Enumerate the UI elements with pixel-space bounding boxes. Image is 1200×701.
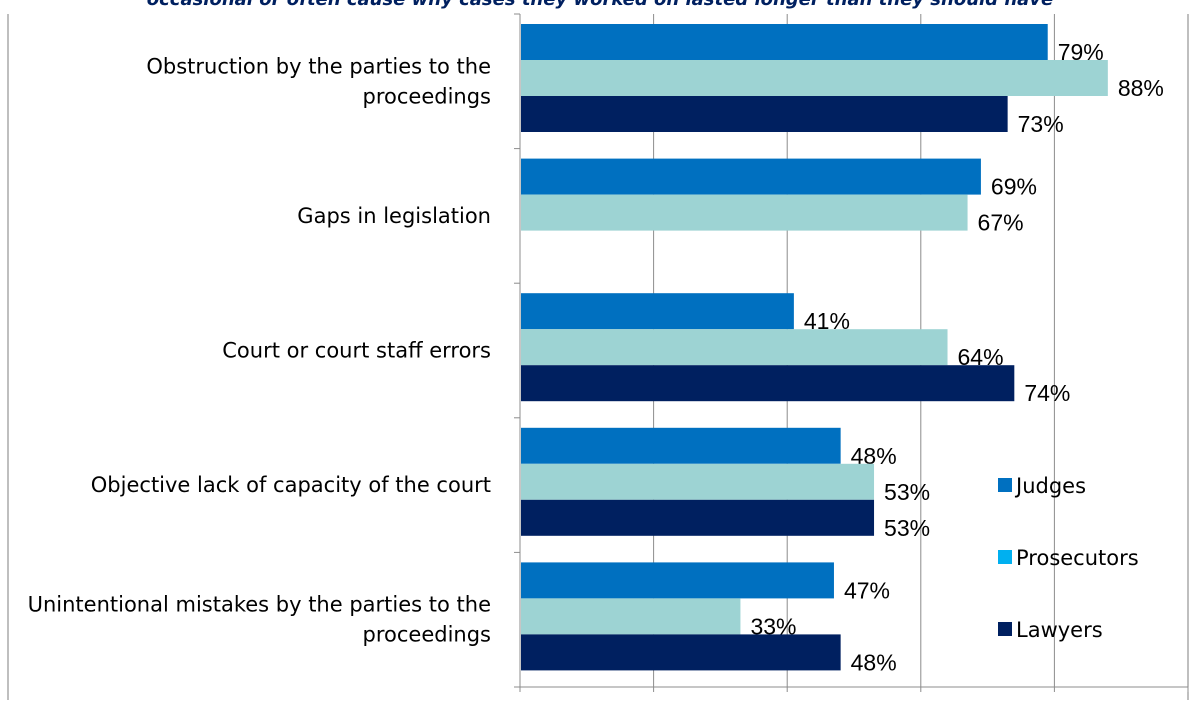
data-label: 53% (884, 479, 930, 505)
legend-label-prosecutors: Prosecutors (1016, 546, 1139, 570)
bar-lawyers (521, 634, 841, 671)
category-label: Obstruction by the parties to the (146, 54, 491, 78)
category-label: proceedings (363, 623, 491, 647)
category-label: Court or court staff errors (222, 339, 491, 363)
bar-judges (521, 427, 841, 464)
category-label: Unintentional mistakes by the parties to… (28, 593, 491, 617)
data-label: 53% (884, 515, 930, 541)
category-label: proceedings (363, 84, 491, 108)
bar-prosecutors (521, 598, 741, 635)
category-label: Objective lack of capacity of the court (91, 473, 491, 497)
data-label: 67% (978, 210, 1024, 236)
legend-label-lawyers: Lawyers (1016, 618, 1103, 642)
data-label: 48% (851, 649, 897, 675)
legend-swatch-lawyers (998, 622, 1012, 636)
bar-lawyers (521, 365, 1015, 402)
chart-title: occasional or often cause why cases they… (0, 0, 1200, 10)
bar-prosecutors (521, 329, 948, 366)
data-label: 73% (1018, 111, 1064, 137)
data-label: 74% (1024, 380, 1070, 406)
category-label: Gaps in legislation (297, 204, 491, 228)
data-label: 88% (1118, 75, 1164, 101)
bar-lawyers (521, 499, 875, 536)
bar-judges (521, 24, 1048, 60)
bar-prosecutors (521, 60, 1108, 96)
bar-judges (521, 293, 794, 330)
legend-label-judges: Judges (1014, 474, 1086, 498)
legend-swatch-judges (998, 478, 1012, 492)
data-label: 47% (844, 577, 890, 603)
bar-prosecutors (521, 194, 968, 231)
bar-prosecutors (521, 463, 875, 500)
bar-judges (521, 562, 834, 599)
bar-judges (521, 158, 981, 195)
data-label: 69% (991, 174, 1037, 200)
legend-swatch-prosecutors (998, 550, 1012, 564)
bar-lawyers (521, 96, 1008, 132)
